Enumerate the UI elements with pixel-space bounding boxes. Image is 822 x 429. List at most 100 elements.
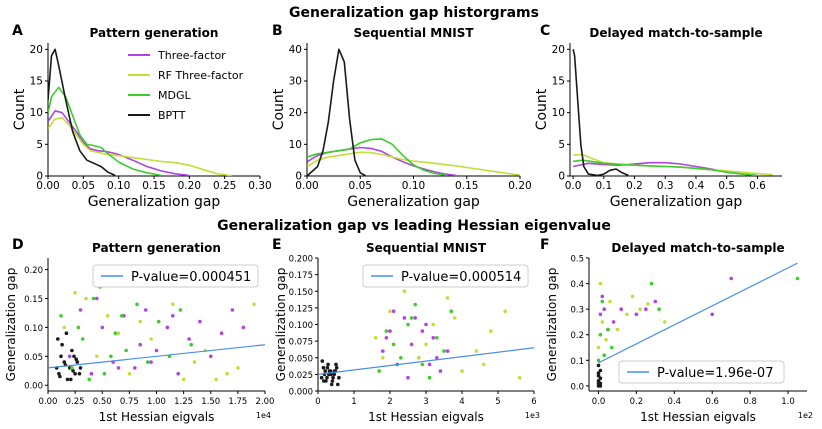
panel-f-point-bptt [598, 368, 603, 373]
panel-a-x-tick-label: 0.05 [72, 180, 95, 192]
panel-a-y-tick-label: 20 [30, 44, 43, 56]
panel-e-point-bptt [319, 375, 324, 380]
panel-c-x-tick-label: 0.0 [565, 180, 582, 192]
panel-a-x-axis-label: Generalization gap [88, 194, 221, 210]
panel-e-point-rf-three-factor [489, 329, 493, 333]
panel-f-y-tick-label: 0.2 [570, 331, 584, 341]
panel-e-x-tick-label: 3 [423, 397, 428, 407]
panel-d-annotation-text: P-value=0.000451 [131, 270, 251, 285]
panel-d-point-three-factor [219, 331, 224, 336]
panel-f-point-three-factor [598, 312, 603, 317]
panel-d-point-three-factor [89, 371, 94, 376]
panel-b-x-tick-label: 0.20 [508, 180, 531, 192]
panel-f-y-tick-label: 0.4 [570, 280, 584, 290]
panel-d-point-three-factor [154, 348, 159, 353]
panel-e-annotation-box [362, 264, 529, 288]
panel-b-y-tick-label: 10 [289, 139, 302, 151]
panel-c-y-tick-label: 20 [552, 44, 565, 56]
panel-d-point-mdgl [109, 354, 113, 359]
panel-d-point-three-factor [95, 296, 99, 301]
panel-a-x-tick-label: 0.15 [142, 180, 165, 192]
panel-e-point-bptt [326, 362, 330, 367]
panel-d-point-mdgl [124, 348, 128, 353]
panel-f-point-bptt [596, 371, 601, 375]
panel-f-point-mdgl [600, 299, 605, 304]
panel-d-y-tick-label: 0.20 [24, 266, 43, 276]
panel-f-point-rf-three-factor [630, 294, 635, 299]
panel-d-point-bptt [73, 371, 77, 376]
panel-c-x-tick-label: 0.2 [626, 180, 643, 192]
panel-d-title: Pattern generation [92, 241, 221, 255]
panel-d-point-rf-three-factor [225, 371, 229, 376]
panel-c-series-mdgl [572, 159, 758, 176]
panel-b-y-tick-label: 40 [289, 44, 302, 56]
panel-e-point-mdgl [406, 322, 410, 327]
panel-e-y-tick-label: 0.125 [289, 304, 313, 314]
panel-e-point-mdgl [442, 349, 446, 353]
panel-d-x-tick-label: 1.00 [147, 397, 166, 407]
panel-label-d: D [12, 237, 24, 253]
panel-c-x-tick-label: 0.1 [595, 180, 612, 192]
panel-b-series-mdgl [307, 138, 446, 176]
panel-d-point-rf-three-factor [127, 371, 132, 376]
panel-d-point-rf-three-factor [116, 331, 121, 336]
panel-label-a: A [12, 23, 23, 39]
panel-d-y-tick-label: 0.05 [24, 353, 43, 363]
panel-d-point-three-factor [187, 337, 191, 341]
panel-e-point-three-factor [402, 316, 407, 320]
panel-f-x-tick-label: 0.4 [668, 397, 682, 407]
panel-a-y-tick-label: 10 [30, 107, 43, 119]
panel-a-x-tick-label: 0.20 [178, 180, 201, 192]
panel-e-point-rf-three-factor [431, 322, 436, 327]
panel-b-x-tick-label: 0.00 [295, 180, 318, 192]
panel-d-point-bptt [77, 371, 82, 376]
panel-d-x-scale-label: 1e4 [256, 411, 271, 420]
panel-e-point-rf-three-factor [381, 356, 385, 360]
panel-e-point-three-factor [420, 329, 425, 333]
panel-a-y-tick-label: 0 [36, 171, 43, 183]
panel-d-point-three-factor [198, 319, 202, 324]
panel-d-point-mdgl [178, 308, 183, 312]
panel-e-point-three-factor [388, 329, 392, 333]
panel-d-point-rf-three-factor [236, 366, 240, 370]
panel-e-point-three-factor [438, 369, 443, 373]
panel-e-point-three-factor [431, 336, 436, 340]
panel-e-point-rf-three-factor [453, 316, 457, 320]
panel-e-point-rf-three-factor [474, 349, 479, 353]
panel-d-x-tick-label: 0.00 [39, 397, 58, 407]
panel-d-point-three-factor [176, 371, 180, 376]
figure-top-title: Generalization gap historgrams [289, 5, 539, 21]
panel-e-point-bptt [334, 365, 339, 370]
panel-d-x-tick-label: 1.50 [201, 397, 220, 407]
panel-f-x-tick-label: 0.6 [705, 397, 719, 407]
panel-a-legend-label: RF Three-factor [158, 69, 244, 82]
panel-e-y-tick-label: 0.175 [289, 271, 313, 281]
panel-f-annotation-box [618, 360, 785, 384]
panel-e-point-three-factor [381, 349, 385, 353]
panel-f-point-three-factor [600, 294, 605, 299]
panel-d-point-rf-three-factor [105, 314, 110, 318]
panel-e-point-bptt [325, 365, 330, 370]
panel-a-x-tick-label: 0.30 [248, 180, 271, 192]
panel-f-y-tick-label: 0.0 [570, 382, 584, 392]
panel-e-point-mdgl [399, 356, 403, 360]
panel-e-x-tick-label: 6 [531, 397, 536, 407]
panel-e-point-bptt [337, 375, 341, 380]
panel-d-x-tick-label: 0.50 [93, 397, 112, 407]
panel-d-annotation-box [92, 264, 259, 288]
panel-e-point-bptt [330, 379, 335, 383]
panel-e-fit-line [318, 347, 534, 375]
panel-e-point-rf-three-factor [481, 362, 486, 367]
panel-d-point-three-factor [67, 354, 72, 359]
panel-e-point-three-factor [427, 362, 432, 367]
panel-d-y-axis-label: Generalization gap [4, 268, 18, 382]
panel-f-point-mdgl [795, 276, 800, 281]
panel-e-point-bptt [323, 369, 328, 373]
panel-f-point-bptt [596, 363, 601, 368]
panel-d-point-three-factor [138, 342, 142, 347]
panel-f-point-rf-three-factor [598, 281, 603, 286]
panel-e-point-bptt [320, 359, 325, 363]
panel-d-fit-line [48, 344, 265, 369]
panel-c-y-tick-label: 15 [552, 76, 565, 88]
panel-b-x-tick-label: 0.15 [455, 180, 478, 192]
